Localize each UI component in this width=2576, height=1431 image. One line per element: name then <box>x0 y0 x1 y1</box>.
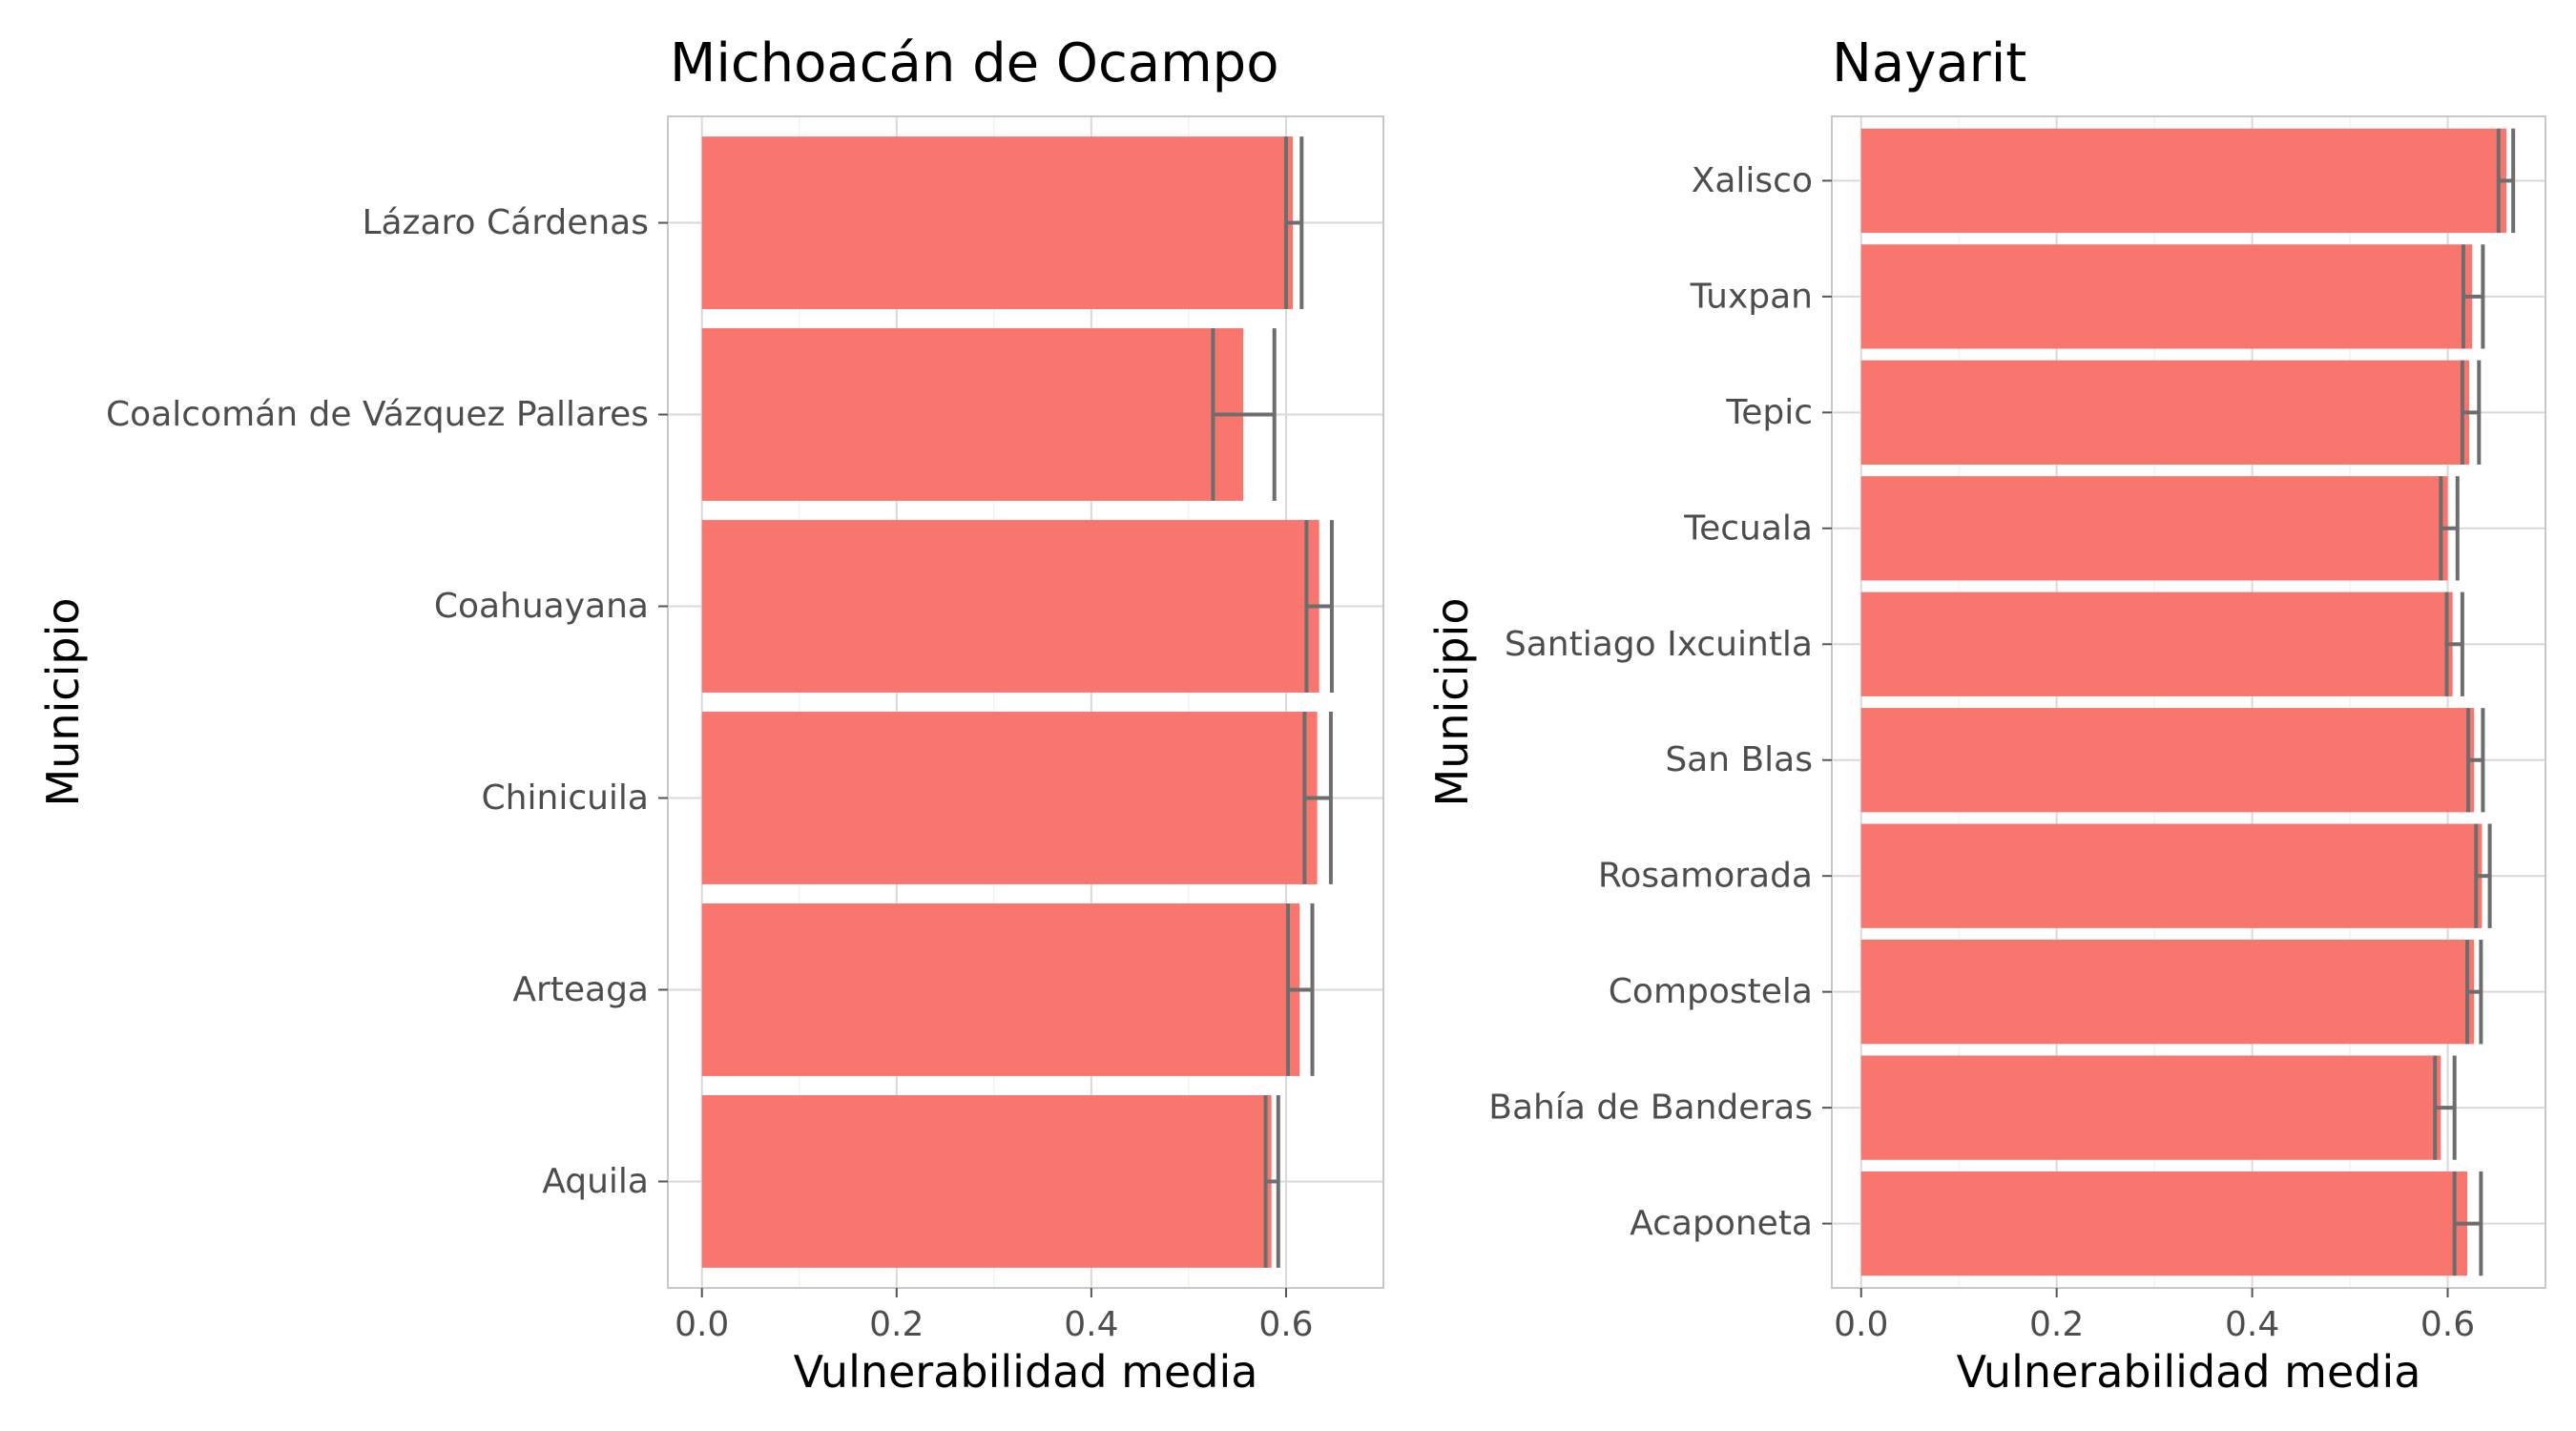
y-tick-label: Chinicuila <box>482 778 649 818</box>
bar <box>701 903 1300 1076</box>
chart-panel-1: Lázaro Cárdenas Coalcomán de Vázquez Pall… <box>37 32 1384 1398</box>
y-axis-title: Municipio <box>1426 598 1478 807</box>
x-axis-title: Vulnerabilidad media <box>794 1346 1258 1398</box>
bar <box>701 520 1319 693</box>
x-tick-label: 0.4 <box>1064 1305 1118 1344</box>
bar <box>1860 244 2473 349</box>
bar <box>701 712 1318 884</box>
x-tick-label: 0.0 <box>675 1305 729 1344</box>
panel-border <box>1831 115 2546 1289</box>
error-bar <box>2439 476 2460 581</box>
x-tick-label: 0.6 <box>1258 1305 1313 1344</box>
bar <box>701 1095 1272 1268</box>
bar <box>1860 1055 2441 1160</box>
bar <box>1860 360 2470 465</box>
error-bar <box>1283 136 1304 309</box>
x-tick-label: 0.0 <box>1834 1305 1888 1344</box>
y-tick-label: Coalcomán de Vázquez Pallares <box>106 395 649 434</box>
x-axis-title: Vulnerabilidad media <box>1957 1346 2421 1398</box>
y-tick-label: San Blas <box>1665 740 1813 779</box>
y-tick-label: Santiago Ixcuintla <box>1505 625 1813 664</box>
panel-border <box>667 115 1384 1289</box>
bar <box>1860 128 2507 234</box>
bar <box>1860 1171 2468 1276</box>
x-tick-label: 0.6 <box>2420 1305 2475 1344</box>
chart-title: Nayarit <box>1832 32 2026 94</box>
bar <box>1860 940 2475 1045</box>
y-tick-label: Acaponeta <box>1630 1204 1813 1243</box>
error-bar <box>2461 244 2485 349</box>
y-tick-label: Tuxpan <box>1690 277 1813 316</box>
y-tick-label: Coahuayana <box>434 587 649 626</box>
error-bar <box>2452 1171 2483 1276</box>
bar <box>1860 591 2453 696</box>
error-bar <box>2466 708 2485 813</box>
chart-panel-2: Xalisco Tuxpan Tepic Tecuala Santiago Ixcuin… <box>1426 32 2546 1398</box>
y-tick-label: Arteaga <box>512 970 649 1009</box>
bar <box>1860 476 2448 581</box>
chart-title: Michoacán de Ocampo <box>670 32 1278 94</box>
bar <box>701 328 1244 501</box>
error-bar <box>2474 823 2492 928</box>
error-bar <box>1263 1095 1280 1268</box>
error-bar <box>1286 903 1315 1076</box>
y-tick-label: Aquila <box>542 1162 649 1201</box>
y-tick-label: Compostela <box>1609 972 1813 1011</box>
error-bar <box>2496 128 2516 234</box>
x-tick-label: 0.2 <box>869 1305 924 1344</box>
error-bar <box>2460 360 2482 465</box>
y-tick-label: Bahía de Banderas <box>1488 1089 1813 1128</box>
y-tick-label: Xalisco <box>1692 161 1813 200</box>
error-bar <box>1302 712 1333 884</box>
error-bar <box>1211 328 1277 501</box>
y-axis-title: Municipio <box>37 598 89 807</box>
y-tick-label: Lázaro Cárdenas <box>362 203 649 242</box>
error-bar <box>2433 1055 2457 1160</box>
x-tick-label: 0.4 <box>2225 1305 2279 1344</box>
error-bar <box>2444 591 2464 696</box>
error-bar <box>1304 520 1334 693</box>
bar <box>1860 823 2483 928</box>
bar <box>701 136 1294 309</box>
x-tick-label: 0.2 <box>2029 1305 2084 1344</box>
y-tick-label: Rosamorada <box>1598 857 1813 896</box>
bar <box>1860 708 2475 813</box>
error-bar <box>2465 940 2483 1045</box>
y-tick-label: Tecuala <box>1683 508 1813 548</box>
y-tick-label: Tepic <box>1725 393 1813 432</box>
